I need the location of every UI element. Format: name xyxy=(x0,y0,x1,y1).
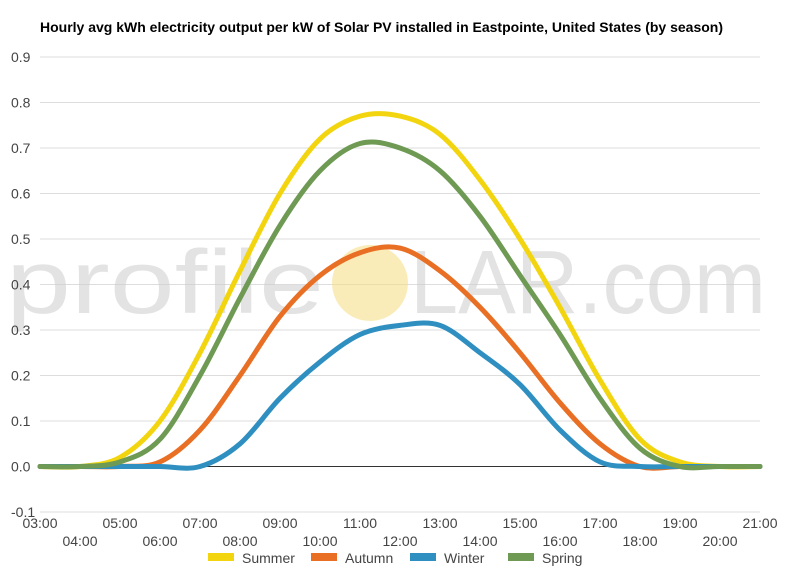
legend-swatch-autumn xyxy=(311,553,337,561)
x-tick-label: 14:00 xyxy=(462,533,497,549)
y-tick-label: 0.5 xyxy=(11,231,31,247)
y-tick-label: -0.1 xyxy=(11,504,35,520)
chart-title: Hourly avg kWh electricity output per kW… xyxy=(40,19,724,35)
y-tick-label: 0.8 xyxy=(11,95,31,111)
x-tick-label: 16:00 xyxy=(542,533,577,549)
legend-label-summer: Summer xyxy=(242,550,295,566)
x-tick-label: 04:00 xyxy=(62,533,97,549)
y-axis-ticks: -0.1 0.0 0.1 0.2 0.3 0.4 0.5 0.6 0.7 0.8 0.9 xyxy=(11,49,35,520)
x-tick-label: 03:00 xyxy=(22,515,57,531)
x-tick-label: 12:00 xyxy=(382,533,417,549)
watermark-sun-icon xyxy=(332,245,408,321)
x-axis-ticks: 03:00 04:00 05:00 06:00 07:00 08:00 09:00 10:00… xyxy=(22,515,777,549)
series-line-winter xyxy=(37,320,763,471)
x-tick-label: 15:00 xyxy=(502,515,537,531)
x-tick-label: 06:00 xyxy=(142,533,177,549)
y-tick-label: 0.0 xyxy=(11,459,31,475)
x-tick-label: 13:00 xyxy=(422,515,457,531)
x-tick-label: 07:00 xyxy=(182,515,217,531)
x-tick-label: 11:00 xyxy=(343,515,377,531)
x-tick-label: 17:00 xyxy=(582,515,617,531)
x-tick-label: 10:00 xyxy=(302,533,337,549)
watermark-text-right: LAR.com xyxy=(410,233,766,333)
legend-label-spring: Spring xyxy=(542,550,582,566)
y-tick-label: 0.9 xyxy=(11,49,31,65)
legend-swatch-spring xyxy=(508,553,534,561)
x-tick-label: 09:00 xyxy=(262,515,297,531)
x-tick-label: 19:00 xyxy=(662,515,697,531)
x-tick-label: 18:00 xyxy=(622,533,657,549)
legend-swatch-summer xyxy=(208,553,234,561)
watermark-text-left: profile xyxy=(6,233,324,333)
series-line-summer xyxy=(37,111,763,470)
y-tick-label: 0.1 xyxy=(11,413,31,429)
x-tick-label: 21:00 xyxy=(742,515,777,531)
legend-label-autumn: Autumn xyxy=(345,550,393,566)
y-tick-label: 0.4 xyxy=(11,277,31,293)
series-line-spring xyxy=(37,139,763,471)
watermark: profile LAR.com xyxy=(6,233,766,333)
legend-swatch-winter xyxy=(410,553,436,561)
x-tick-label: 08:00 xyxy=(222,533,257,549)
y-tick-label: 0.7 xyxy=(11,140,31,156)
x-tick-label: 05:00 xyxy=(102,515,137,531)
y-tick-label: 0.2 xyxy=(11,368,31,384)
series-layer xyxy=(37,111,763,471)
y-tick-label: 0.3 xyxy=(11,322,31,338)
x-tick-label: 20:00 xyxy=(702,533,737,549)
legend-label-winter: Winter xyxy=(444,550,485,566)
legend: Summer Autumn Winter Spring xyxy=(208,550,582,566)
y-tick-label: 0.6 xyxy=(11,186,31,202)
